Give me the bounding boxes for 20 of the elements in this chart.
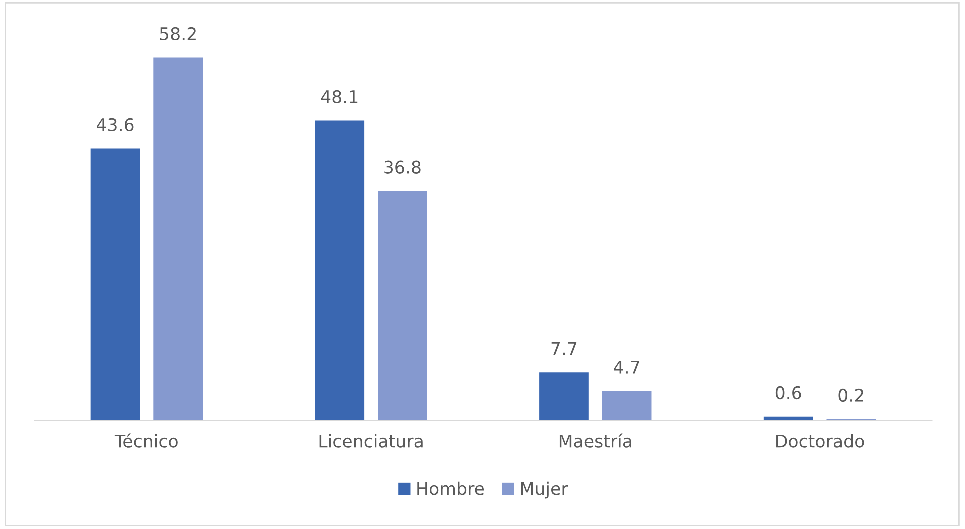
x-tick-label: Doctorado <box>776 434 864 448</box>
bar <box>602 391 652 421</box>
data-label: 43.6 <box>97 118 134 132</box>
bar <box>540 372 589 421</box>
data-label: 4.7 <box>614 361 640 374</box>
data-label: 0.2 <box>838 388 864 402</box>
data-label: 0.6 <box>776 386 802 400</box>
legend-label: Hombre <box>418 482 484 496</box>
bar <box>90 148 140 421</box>
data-label: 48.1 <box>321 90 358 104</box>
bar <box>154 58 204 421</box>
x-tick-label: Licenciatura <box>320 434 423 448</box>
x-tick-label: Maestría <box>560 434 632 448</box>
data-label: 58.2 <box>160 27 196 41</box>
x-tick-label: Técnico <box>114 434 178 448</box>
legend-label: Mujer <box>521 482 568 499</box>
bar <box>378 191 428 421</box>
data-label: 36.8 <box>384 160 421 174</box>
bar <box>315 120 365 421</box>
data-label: 7.7 <box>552 342 577 356</box>
